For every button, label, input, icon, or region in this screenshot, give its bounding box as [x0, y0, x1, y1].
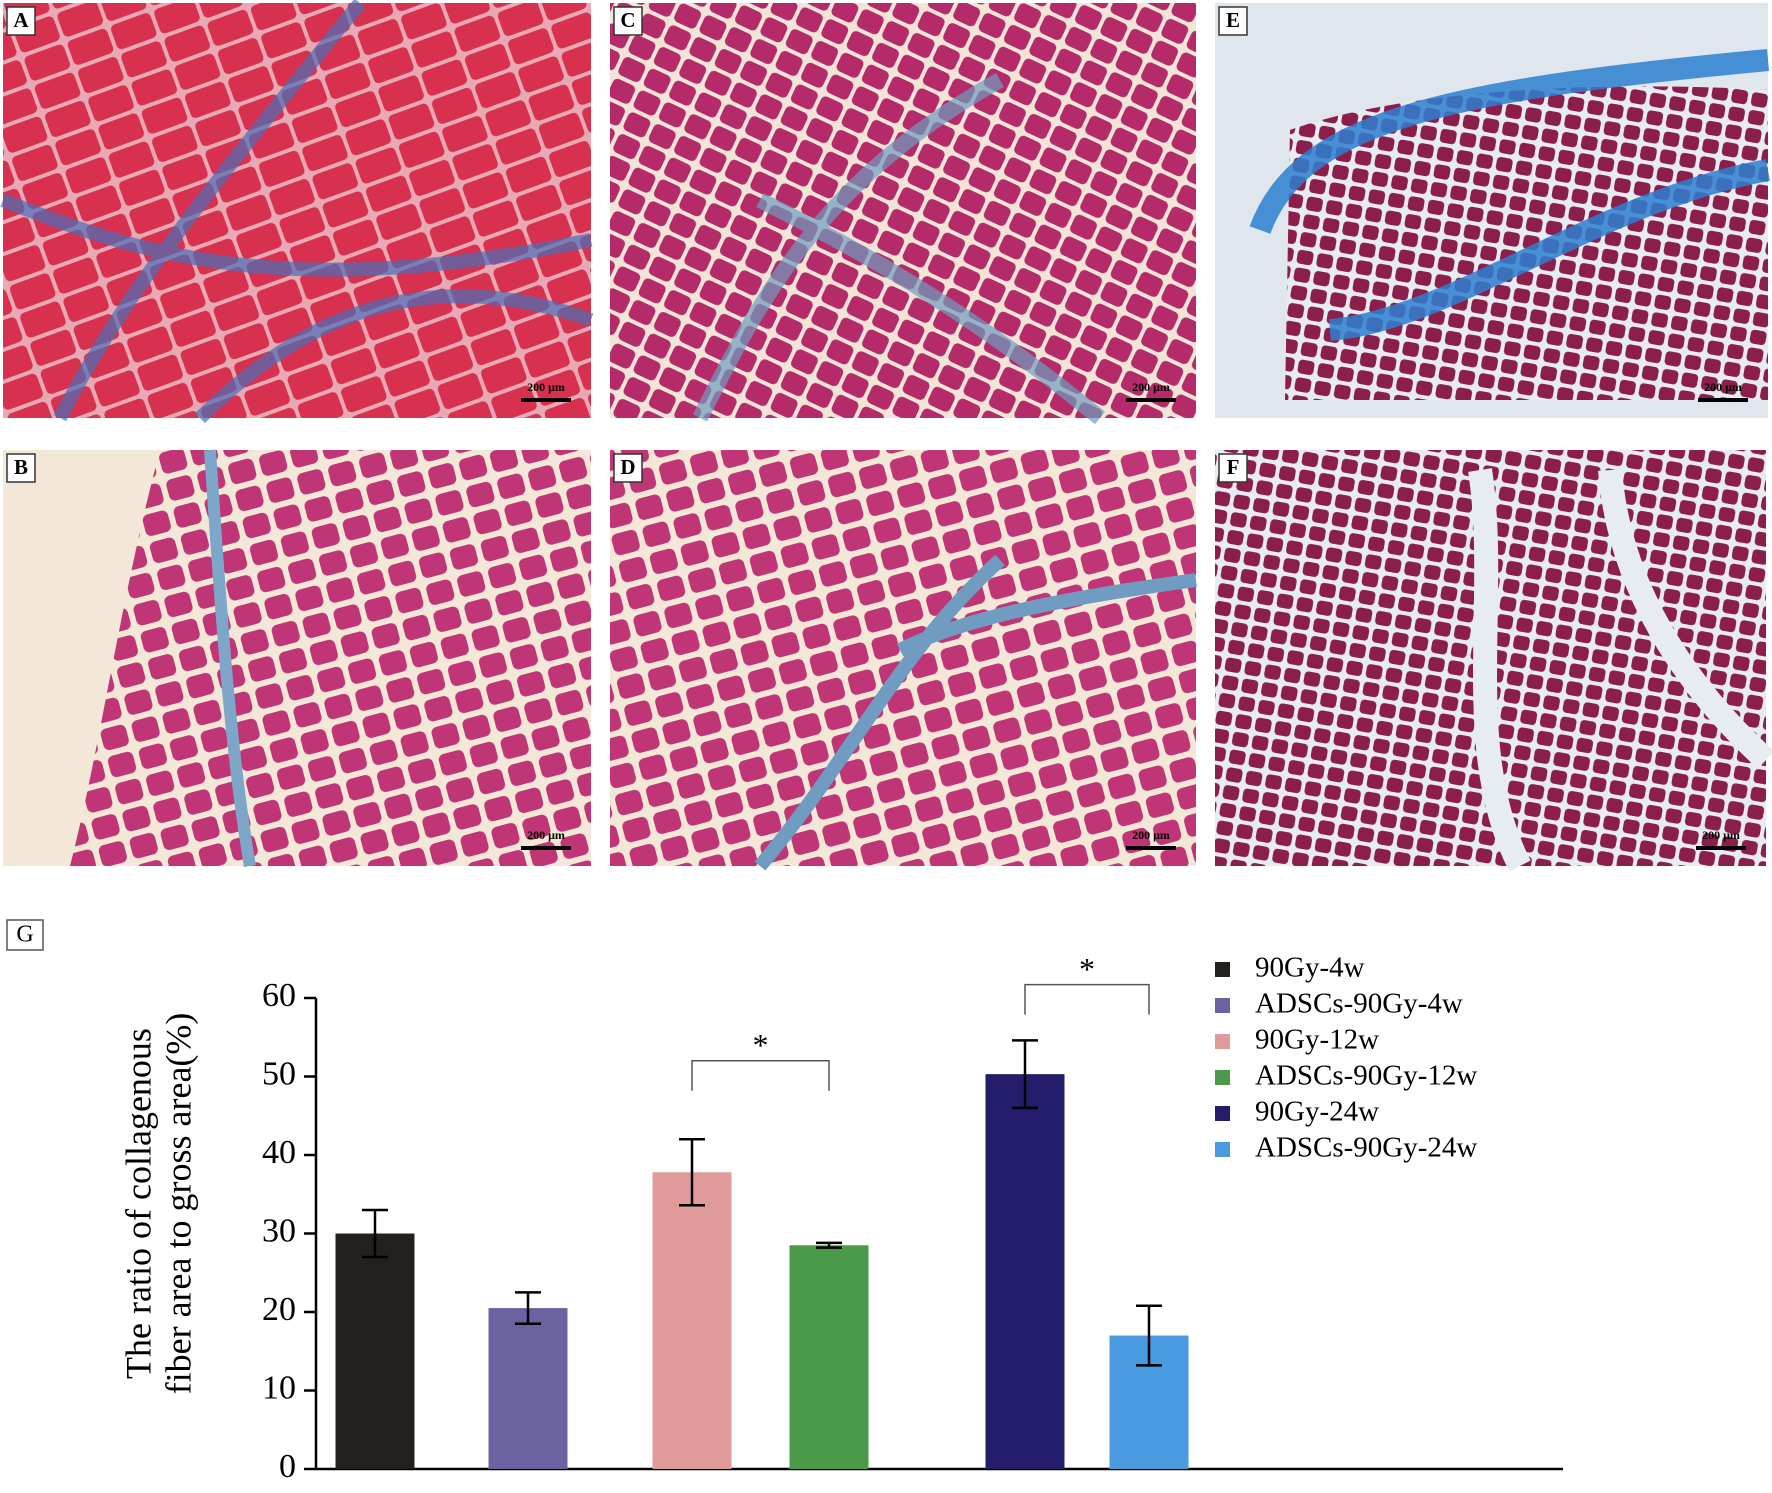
y-tick-label: 10 [262, 1369, 296, 1406]
legend-label: 90Gy-4w [1255, 952, 1365, 984]
panel-label-box [1218, 6, 1248, 36]
photo-detail [692, 73, 1106, 425]
panel-label: A [13, 8, 29, 32]
y-tick-label: 30 [262, 1212, 296, 1249]
legend-swatch [1215, 1034, 1230, 1049]
scale-bar-label: 200 μm [1704, 380, 1742, 394]
error-bar [515, 1291, 541, 1326]
legend-swatch [1215, 1070, 1230, 1085]
bar [335, 1233, 415, 1469]
panel-label-box [613, 6, 643, 36]
panel-label: E [1226, 8, 1240, 32]
error-bar [816, 1241, 842, 1249]
panel-label: G [16, 922, 33, 948]
error-bar [679, 1138, 705, 1207]
photo-detail [1468, 468, 1772, 872]
legend-label: ADSCs-90Gy-4w [1255, 988, 1463, 1020]
panel-label-box [1218, 453, 1248, 483]
panel-label: C [620, 8, 635, 32]
panel-label: B [14, 455, 28, 479]
significance-label: * [1079, 951, 1095, 987]
bar [985, 1074, 1065, 1469]
y-tick-label: 40 [262, 1134, 296, 1171]
panel-label-box [613, 453, 643, 483]
significance-label: * [753, 1027, 769, 1063]
bar [789, 1245, 869, 1469]
scale-bar-label: 200 μm [1132, 380, 1170, 394]
y-tick-label: 0 [279, 1448, 296, 1485]
legend-label: 90Gy-12w [1255, 1024, 1379, 1056]
y-tick-label: 20 [262, 1291, 296, 1328]
error-bar [362, 1208, 388, 1259]
panel-label-box [6, 453, 36, 483]
legend-swatch [1215, 998, 1230, 1013]
legend-swatch [1215, 1142, 1230, 1157]
error-bar [1136, 1304, 1162, 1367]
y-axis-label: fiber area to gross area(%) [158, 1013, 198, 1395]
panel-label: F [1227, 455, 1240, 479]
panel-label-box [6, 6, 36, 36]
photo-panels [0, 0, 1772, 872]
photo-detail [754, 554, 1197, 871]
scale-bar-label: 200 μm [527, 380, 565, 394]
legend-swatch [1215, 1106, 1230, 1121]
y-axis-label: The ratio of collagenous [118, 1028, 158, 1379]
bar [488, 1308, 568, 1469]
scale-bar-label: 200 μm [1132, 828, 1170, 842]
y-tick-label: 60 [262, 977, 296, 1014]
panel-label-box [6, 919, 44, 951]
photo-detail [0, 0, 594, 424]
panel-label: D [620, 455, 635, 479]
legend-label: ADSCs-90Gy-12w [1255, 1060, 1477, 1092]
y-tick-label: 50 [262, 1055, 296, 1092]
scale-bar-label: 200 μm [527, 828, 565, 842]
scale-bar-label: 200 μm [1702, 828, 1740, 842]
legend-label: 90Gy-24w [1255, 1096, 1379, 1128]
chart: The ratio of collagenous fiber area to gr… [118, 951, 1563, 1485]
bar [652, 1172, 732, 1469]
legend-label: ADSCs-90Gy-24w [1255, 1132, 1477, 1164]
photo-detail [204, 449, 256, 868]
error-bar [1012, 1039, 1038, 1110]
photo [610, 3, 1196, 418]
significance-bracket [691, 1060, 830, 1091]
significance-bracket [1024, 983, 1150, 1015]
photo-detail [1249, 49, 1770, 341]
legend-swatch [1215, 962, 1230, 977]
photo-detail [3, 450, 160, 866]
